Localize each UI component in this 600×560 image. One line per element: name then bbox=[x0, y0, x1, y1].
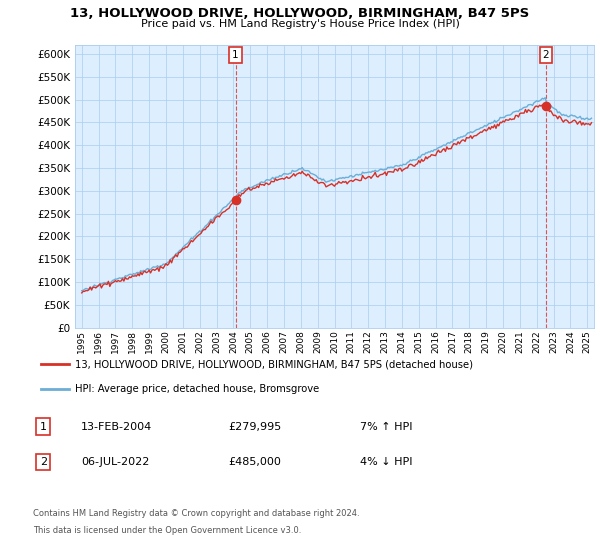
Text: Price paid vs. HM Land Registry's House Price Index (HPI): Price paid vs. HM Land Registry's House … bbox=[140, 19, 460, 29]
Text: £485,000: £485,000 bbox=[228, 457, 281, 467]
Text: Contains HM Land Registry data © Crown copyright and database right 2024.: Contains HM Land Registry data © Crown c… bbox=[33, 509, 359, 518]
Text: HPI: Average price, detached house, Bromsgrove: HPI: Average price, detached house, Brom… bbox=[74, 384, 319, 394]
Text: 13-FEB-2004: 13-FEB-2004 bbox=[81, 422, 152, 432]
Text: 1: 1 bbox=[40, 422, 47, 432]
Text: 06-JUL-2022: 06-JUL-2022 bbox=[81, 457, 149, 467]
Text: 7% ↑ HPI: 7% ↑ HPI bbox=[360, 422, 413, 432]
Text: £279,995: £279,995 bbox=[228, 422, 281, 432]
Text: 2: 2 bbox=[40, 457, 47, 467]
Text: 4% ↓ HPI: 4% ↓ HPI bbox=[360, 457, 413, 467]
Text: 13, HOLLYWOOD DRIVE, HOLLYWOOD, BIRMINGHAM, B47 5PS (detached house): 13, HOLLYWOOD DRIVE, HOLLYWOOD, BIRMINGH… bbox=[74, 359, 473, 369]
Text: This data is licensed under the Open Government Licence v3.0.: This data is licensed under the Open Gov… bbox=[33, 526, 301, 535]
Text: 13, HOLLYWOOD DRIVE, HOLLYWOOD, BIRMINGHAM, B47 5PS: 13, HOLLYWOOD DRIVE, HOLLYWOOD, BIRMINGH… bbox=[70, 7, 530, 20]
Text: 1: 1 bbox=[232, 50, 239, 60]
Text: 2: 2 bbox=[542, 50, 549, 60]
